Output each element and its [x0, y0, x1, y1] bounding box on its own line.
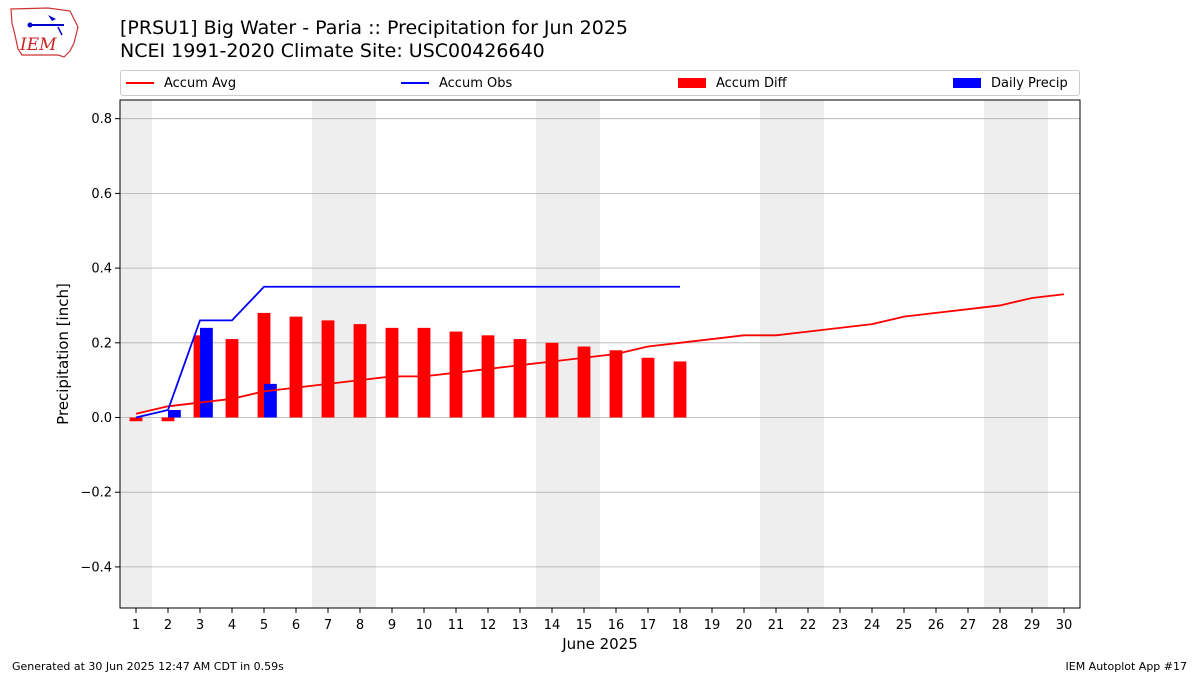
x-tick-label: 16: [608, 618, 625, 633]
x-tick-label: 24: [864, 618, 881, 633]
legend-swatch-daily-precip: [953, 78, 981, 88]
accum-diff-bar: [161, 417, 175, 422]
x-tick-label: 23: [832, 618, 849, 633]
x-tick-label: 2: [164, 618, 172, 633]
y-axis-label: Precipitation [inch]: [54, 283, 72, 425]
footer-generated-text: Generated at 30 Jun 2025 12:47 AM CDT in…: [12, 660, 284, 673]
x-tick-label: 8: [356, 618, 364, 633]
x-tick-label: 5: [260, 618, 268, 633]
accum-diff-bar: [417, 327, 431, 418]
y-tick-label: 0.0: [91, 411, 112, 426]
legend-label-accum-obs: Accum Obs: [439, 75, 513, 91]
legend-item-accum-obs: Accum Obs: [401, 71, 512, 95]
footer-app-text: IEM Autoplot App #17: [1065, 660, 1188, 673]
x-tick-label: 1: [132, 618, 140, 633]
weekend-band: [1016, 100, 1048, 608]
daily-precip-bar: [264, 383, 277, 418]
x-tick-label: 17: [640, 618, 657, 633]
accum-diff-bar: [289, 316, 303, 418]
accum-diff-bar: [673, 361, 687, 418]
chart-legend: Accum Avg Accum Obs Accum Diff Daily Pre…: [120, 70, 1080, 96]
x-tick-label: 12: [480, 618, 497, 633]
x-tick-label: 10: [416, 618, 433, 633]
accum-diff-bar: [225, 339, 239, 418]
chart-title: [PRSU1] Big Water - Paria :: Precipitati…: [120, 17, 628, 39]
weekend-band: [792, 100, 824, 608]
x-axis-label: June 2025: [561, 635, 638, 653]
accum-obs-line: [135, 285, 680, 419]
y-tick-label: −0.4: [80, 560, 112, 575]
svg-text:IEM: IEM: [19, 35, 57, 55]
legend-item-daily-precip: Daily Precip: [953, 71, 1068, 95]
x-tick-label: 9: [388, 618, 396, 633]
x-tick-label: 6: [292, 618, 300, 633]
x-tick-label: 22: [800, 618, 817, 633]
x-tick-label: 30: [1056, 618, 1073, 633]
x-tick-label: 15: [576, 618, 593, 633]
y-tick-label: −0.2: [80, 486, 112, 501]
y-tick-label: 0.8: [91, 112, 112, 127]
y-tick-label: 0.6: [91, 187, 112, 202]
x-tick-label: 7: [324, 618, 332, 633]
weekend-band: [984, 100, 1016, 608]
accum-diff-bar: [321, 320, 335, 418]
x-tick-label: 13: [512, 618, 529, 633]
x-tick-label: 27: [960, 618, 977, 633]
iem-logo: IEM: [8, 5, 82, 61]
weekend-band: [760, 100, 792, 608]
accum-avg-line: [135, 293, 1065, 415]
accum-diff-bar: [385, 327, 399, 418]
x-tick-label: 3: [196, 618, 204, 633]
x-tick-label: 19: [704, 618, 721, 633]
x-tick-label: 28: [992, 618, 1009, 633]
legend-swatch-accum-obs: [401, 82, 429, 84]
x-tick-label: 14: [544, 618, 561, 633]
accum-diff-bar: [641, 357, 655, 418]
x-tick-label: 25: [896, 618, 913, 633]
legend-item-accum-avg: Accum Avg: [126, 71, 236, 95]
legend-label-accum-diff: Accum Diff: [716, 75, 787, 91]
y-tick-label: 0.4: [91, 262, 112, 277]
x-tick-label: 11: [448, 618, 465, 633]
accum-diff-bar: [545, 342, 559, 418]
legend-label-daily-precip: Daily Precip: [991, 75, 1068, 91]
legend-swatch-accum-avg: [126, 82, 154, 84]
legend-label-accum-avg: Accum Avg: [164, 75, 237, 91]
accum-diff-bar: [449, 331, 463, 418]
plot-frame: [119, 99, 1081, 609]
daily-precip-bar: [200, 327, 213, 418]
y-tick-label: 0.2: [91, 336, 112, 351]
x-tick-label: 29: [1024, 618, 1041, 633]
x-tick-label: 26: [928, 618, 945, 633]
x-tick-label: 18: [672, 618, 689, 633]
accum-diff-bar: [609, 350, 623, 418]
x-tick-label: 4: [228, 618, 236, 633]
weekend-band: [120, 100, 152, 608]
legend-swatch-accum-diff: [678, 78, 706, 88]
x-tick-label: 20: [736, 618, 753, 633]
x-tick-label: 21: [768, 618, 785, 633]
accum-diff-bar: [481, 335, 495, 418]
daily-precip-bar: [168, 410, 181, 418]
accum-diff-bar: [577, 346, 591, 418]
chart-subtitle: NCEI 1991-2020 Climate Site: USC00426640: [120, 40, 545, 62]
accum-diff-bar: [129, 417, 143, 422]
accum-diff-bar: [353, 324, 367, 418]
legend-item-accum-diff: Accum Diff: [678, 71, 787, 95]
accum-diff-bar: [513, 339, 527, 418]
